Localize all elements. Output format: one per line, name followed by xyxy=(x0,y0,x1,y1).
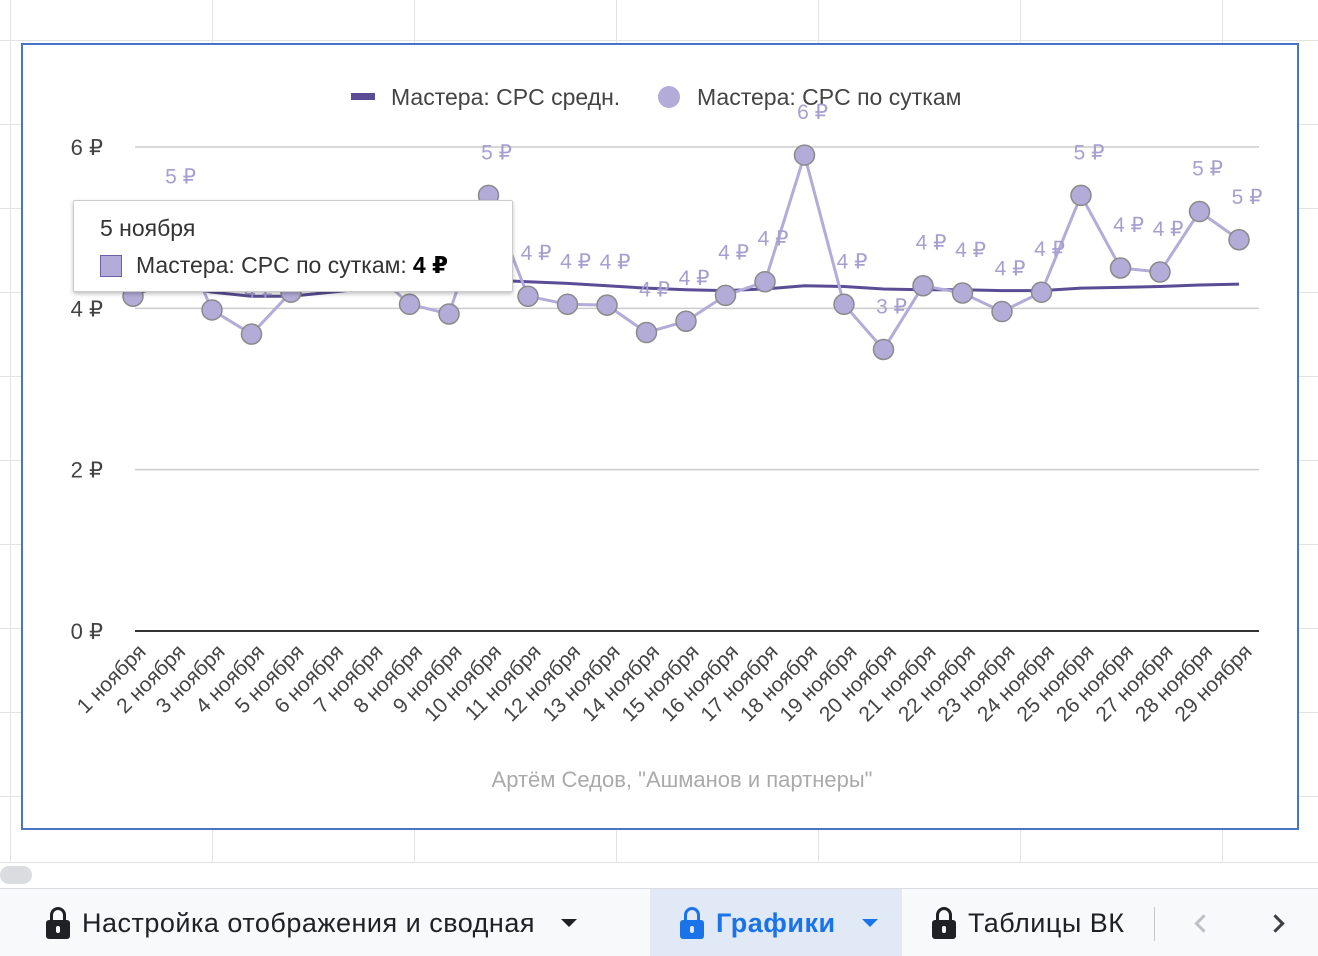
tooltip-series-label: Мастера: CPC по суткам: xyxy=(136,252,407,278)
chart-svg: Мастера: CPC средн. Мастера: CPC по сутка… xyxy=(71,84,1263,792)
daily-data-point xyxy=(675,310,697,332)
y-tick-label: 2 ₽ xyxy=(71,458,103,483)
tab-settings-summary[interactable]: Настройка отображения и сводная xyxy=(0,889,650,956)
daily-data-point xyxy=(714,284,737,307)
chart-tooltip: 5 ноября Мастера: CPC по суткам: 4 ₽ xyxy=(73,200,513,292)
tooltip-date: 5 ноября xyxy=(100,215,196,241)
y-tick-label: 4 ₽ xyxy=(71,296,103,321)
daily-data-point xyxy=(912,274,934,297)
chart-credit: Артём Седов, "Ашманов и партнеры" xyxy=(492,767,873,792)
lock-icon xyxy=(46,907,70,939)
data-label: 5 ₽ xyxy=(481,141,512,164)
data-label: 4 ₽ xyxy=(521,242,552,265)
daily-data-point xyxy=(1228,229,1250,251)
daily-data-point xyxy=(951,282,974,304)
lock-icon xyxy=(680,907,704,939)
daily-data-point xyxy=(872,338,895,361)
data-label: 4 ₽ xyxy=(995,258,1026,281)
daily-data-point xyxy=(1070,184,1092,207)
chart-legend: Мастера: CPC средн. Мастера: CPC по сутка… xyxy=(351,84,961,110)
daily-data-point xyxy=(991,300,1013,323)
tooltip-swatch-icon xyxy=(100,254,122,277)
daily-data-point xyxy=(556,293,579,316)
sheet-tab-bar: Настройка отображения и сводная Графики … xyxy=(0,888,1318,956)
legend-label-avg: Мастера: CPC средн. xyxy=(391,84,620,110)
y-axis-ticks: 0 ₽ 2 ₽ 4 ₽ 6 ₽ xyxy=(71,135,103,644)
tab-vk-tables[interactable]: Таблицы ВК xyxy=(902,889,1154,956)
daily-data-point xyxy=(1030,281,1053,303)
data-label: 4 ₽ xyxy=(916,232,947,255)
lock-icon xyxy=(932,907,956,939)
chevron-right-icon[interactable] xyxy=(1258,903,1298,943)
daily-data-point xyxy=(1188,200,1211,223)
tab-label: Графики xyxy=(716,907,836,938)
tab-charts[interactable]: Графики xyxy=(650,889,902,956)
data-label: 4 ₽ xyxy=(1153,218,1184,241)
data-label: 4 ₽ xyxy=(718,241,749,264)
data-label: 4 ₽ xyxy=(679,267,710,290)
data-label: 4 ₽ xyxy=(600,251,631,274)
data-label: 4 ₽ xyxy=(955,239,986,262)
circle-legend-icon xyxy=(658,86,680,108)
daily-data-point xyxy=(635,321,658,344)
daily-data-point xyxy=(1149,261,1171,283)
data-label: 4 ₽ xyxy=(1034,238,1065,261)
avg-series-line xyxy=(132,278,1240,298)
chart-gridlines xyxy=(135,146,1259,632)
data-label: 5 ₽ xyxy=(1232,186,1263,209)
caret-down-icon[interactable] xyxy=(560,919,577,927)
tab-label: Таблицы ВК xyxy=(968,907,1125,938)
data-label: 3 ₽ xyxy=(876,295,907,318)
data-label: 4 ₽ xyxy=(758,228,789,251)
daily-data-point xyxy=(1109,257,1132,279)
tooltip-value: 4 ₽ xyxy=(412,252,449,278)
data-label: 6 ₽ xyxy=(797,101,828,124)
data-label: 5 ₽ xyxy=(1074,141,1105,164)
daily-data-point xyxy=(398,293,421,316)
chevron-left-icon[interactable] xyxy=(1180,903,1220,943)
daily-data-point xyxy=(240,323,263,345)
data-label: 4 ₽ xyxy=(639,279,670,302)
daily-data-point xyxy=(754,270,776,293)
daily-data-point xyxy=(596,294,618,316)
data-label: 4 ₽ xyxy=(560,250,591,273)
chart-container[interactable]: Мастера: CPC средн. Мастера: CPC по сутка… xyxy=(21,43,1299,830)
caret-down-icon[interactable] xyxy=(861,919,878,927)
daily-data-point xyxy=(517,285,539,307)
tab-label: Настройка отображения и сводная xyxy=(82,907,535,938)
tab-divider xyxy=(1154,907,1155,941)
data-label: 5 ₽ xyxy=(165,166,196,189)
line-legend-icon xyxy=(351,93,375,100)
data-label: 4 ₽ xyxy=(837,250,868,273)
daily-data-point xyxy=(793,144,816,166)
tooltip-row: Мастера: CPC по суткам: 4 ₽ xyxy=(100,252,512,279)
spreadsheet-grid-strip xyxy=(0,862,1318,888)
data-label: 5 ₽ xyxy=(1192,158,1223,181)
y-tick-label: 6 ₽ xyxy=(71,135,103,160)
legend-label-daily: Мастера: CPC по суткам xyxy=(697,84,961,110)
data-label: 4 ₽ xyxy=(1113,214,1144,237)
horizontal-scrollbar[interactable] xyxy=(0,866,32,884)
daily-data-point xyxy=(438,303,460,325)
y-tick-label: 0 ₽ xyxy=(71,619,103,644)
avg-series xyxy=(132,278,1240,298)
daily-data-point xyxy=(201,299,223,321)
daily-data-point xyxy=(833,293,855,316)
